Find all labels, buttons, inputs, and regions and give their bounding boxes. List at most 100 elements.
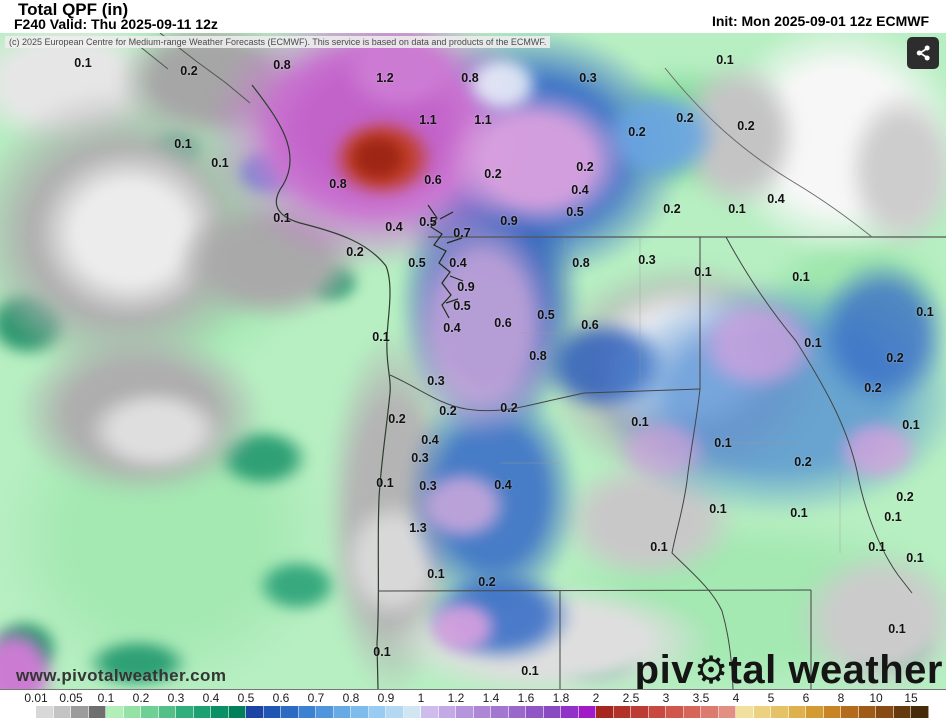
qpf-value-label: 0.1 [273, 211, 291, 225]
colorbar: 0.01 0.05 0.1 0.2 0.3 0.4 0.5 0.6 0.7 0.8 0.9 1 1.2 1… [0, 690, 946, 719]
precip-blob [585, 283, 785, 438]
colorbar-cell [403, 706, 421, 718]
precip-blob [35, 148, 225, 318]
qpf-value-label: 0.2 [439, 404, 457, 418]
qpf-value-label: 0.9 [500, 214, 518, 228]
colorbar-cell [123, 706, 141, 718]
gear-icon: ⚙ [693, 648, 729, 690]
precip-blob [340, 498, 445, 623]
precip-blob [540, 258, 830, 488]
colorbar-cell [141, 706, 159, 718]
colorbar-cell [176, 706, 194, 718]
precip-blob [215, 428, 310, 488]
colorbar-cell [36, 706, 54, 718]
qpf-value-label: 0.1 [373, 645, 391, 659]
watermark-url: www.pivotalweather.com [16, 666, 227, 685]
colorbar-tick: 0.1 [97, 691, 115, 705]
map-header: Total QPF (in) F240 Valid: Thu 2025-09-1… [0, 0, 946, 33]
colorbar-tick: 0.6 [272, 691, 290, 705]
precip-blob [595, 278, 946, 518]
qpf-value-label: 0.6 [494, 316, 512, 330]
qpf-value-label: 0.2 [484, 167, 502, 181]
precip-blob [675, 58, 800, 213]
qpf-value-label: 0.5 [537, 308, 555, 322]
state-borders [127, 33, 946, 689]
colorbar-tick: 0.2 [132, 691, 150, 705]
colorbar-cell [526, 706, 544, 718]
qpf-value-label: 1.1 [419, 113, 437, 127]
qpf-value-label: 0.1 [790, 506, 808, 520]
qpf-value-label: 0.5 [453, 299, 471, 313]
qpf-value-label: 0.1 [427, 567, 445, 581]
qpf-value-label: 0.8 [329, 177, 347, 191]
precip-blob [0, 288, 70, 358]
qpf-value-label: 0.4 [494, 478, 512, 492]
qpf-value-label: 0.5 [408, 256, 426, 270]
colorbar-cell [631, 706, 649, 718]
qpf-value-label: 0.3 [638, 253, 656, 267]
qpf-value-label: 0.2 [478, 575, 496, 589]
colorbar-cells [18, 706, 929, 718]
qpf-value-label: 0.1 [211, 156, 229, 170]
qpf-value-label: 0.1 [868, 540, 886, 554]
colorbar-cell [18, 706, 36, 718]
colorbar-cell [263, 706, 281, 718]
colorbar-cell [53, 706, 71, 718]
qpf-value-label: 0.2 [663, 202, 681, 216]
precip-blob [347, 133, 409, 183]
qpf-value-label: 1.2 [376, 71, 394, 85]
colorbar-cell [543, 706, 561, 718]
colorbar-cell [771, 706, 789, 718]
qpf-value-label: 0.1 [174, 137, 192, 151]
qpf-value-label: 0.2 [500, 401, 518, 415]
colorbar-cell [736, 706, 754, 718]
colorbar-tick: 5 [767, 691, 775, 705]
qpf-value-label: 0.1 [916, 305, 934, 319]
copyright-notice: (c) 2025 European Centre for Medium-rang… [5, 36, 551, 48]
precip-blob [45, 218, 120, 273]
qpf-value-label: 0.6 [581, 318, 599, 332]
colorbar-tick: 2.5 [622, 691, 640, 705]
colorbar-tick: 1.2 [447, 691, 465, 705]
qpf-value-label: 0.1 [694, 265, 712, 279]
logo-text-right: tal weather [728, 648, 943, 690]
precip-blob [445, 88, 630, 233]
qpf-value-label: 0.2 [676, 111, 694, 125]
qpf-value-label: 0.2 [180, 64, 198, 78]
init-time-label: Init: Mon 2025-09-01 12z ECMWF [711, 13, 929, 29]
colorbar-tick: 0.9 [377, 691, 395, 705]
qpf-value-label: 0.2 [896, 490, 914, 504]
share-button[interactable] [907, 37, 939, 69]
qpf-value-label: 0.3 [411, 451, 429, 465]
colorbar-cell [316, 706, 334, 718]
colorbar-tick: 4 [732, 691, 740, 705]
colorbar-tick: 1.4 [482, 691, 500, 705]
qpf-value-label: 0.8 [529, 349, 547, 363]
colorbar-tick: 1.8 [552, 691, 570, 705]
qpf-value-label: 0.1 [792, 270, 810, 284]
colorbar-tick: 0.05 [59, 691, 83, 705]
precip-blob [555, 458, 740, 583]
qpf-value-label: 0.1 [716, 53, 734, 67]
colorbar-cell [788, 706, 806, 718]
qpf-value-label: 0.4 [421, 433, 439, 447]
qpf-value-label: 0.8 [461, 71, 479, 85]
precip-blob [85, 388, 225, 473]
qpf-value-label: 0.1 [74, 56, 92, 70]
qpf-value-label: 0.1 [714, 436, 732, 450]
qpf-value-label: 0.3 [579, 71, 597, 85]
precip-blob [255, 558, 340, 613]
precip-blob [245, 73, 335, 138]
colorbar-cell [508, 706, 526, 718]
qpf-value-label: 0.4 [571, 183, 589, 197]
qpf-value-label: 0.2 [737, 119, 755, 133]
colorbar-cell [193, 706, 211, 718]
colorbar-cell [438, 706, 456, 718]
colorbar-cell [596, 706, 614, 718]
qpf-value-label: 0.2 [864, 381, 882, 395]
qpf-value-label: 1.1 [474, 113, 492, 127]
colorbar-cell [88, 706, 106, 718]
colorbar-cell [683, 706, 701, 718]
forecast-map: (c) 2025 European Centre for Medium-rang… [0, 33, 946, 690]
